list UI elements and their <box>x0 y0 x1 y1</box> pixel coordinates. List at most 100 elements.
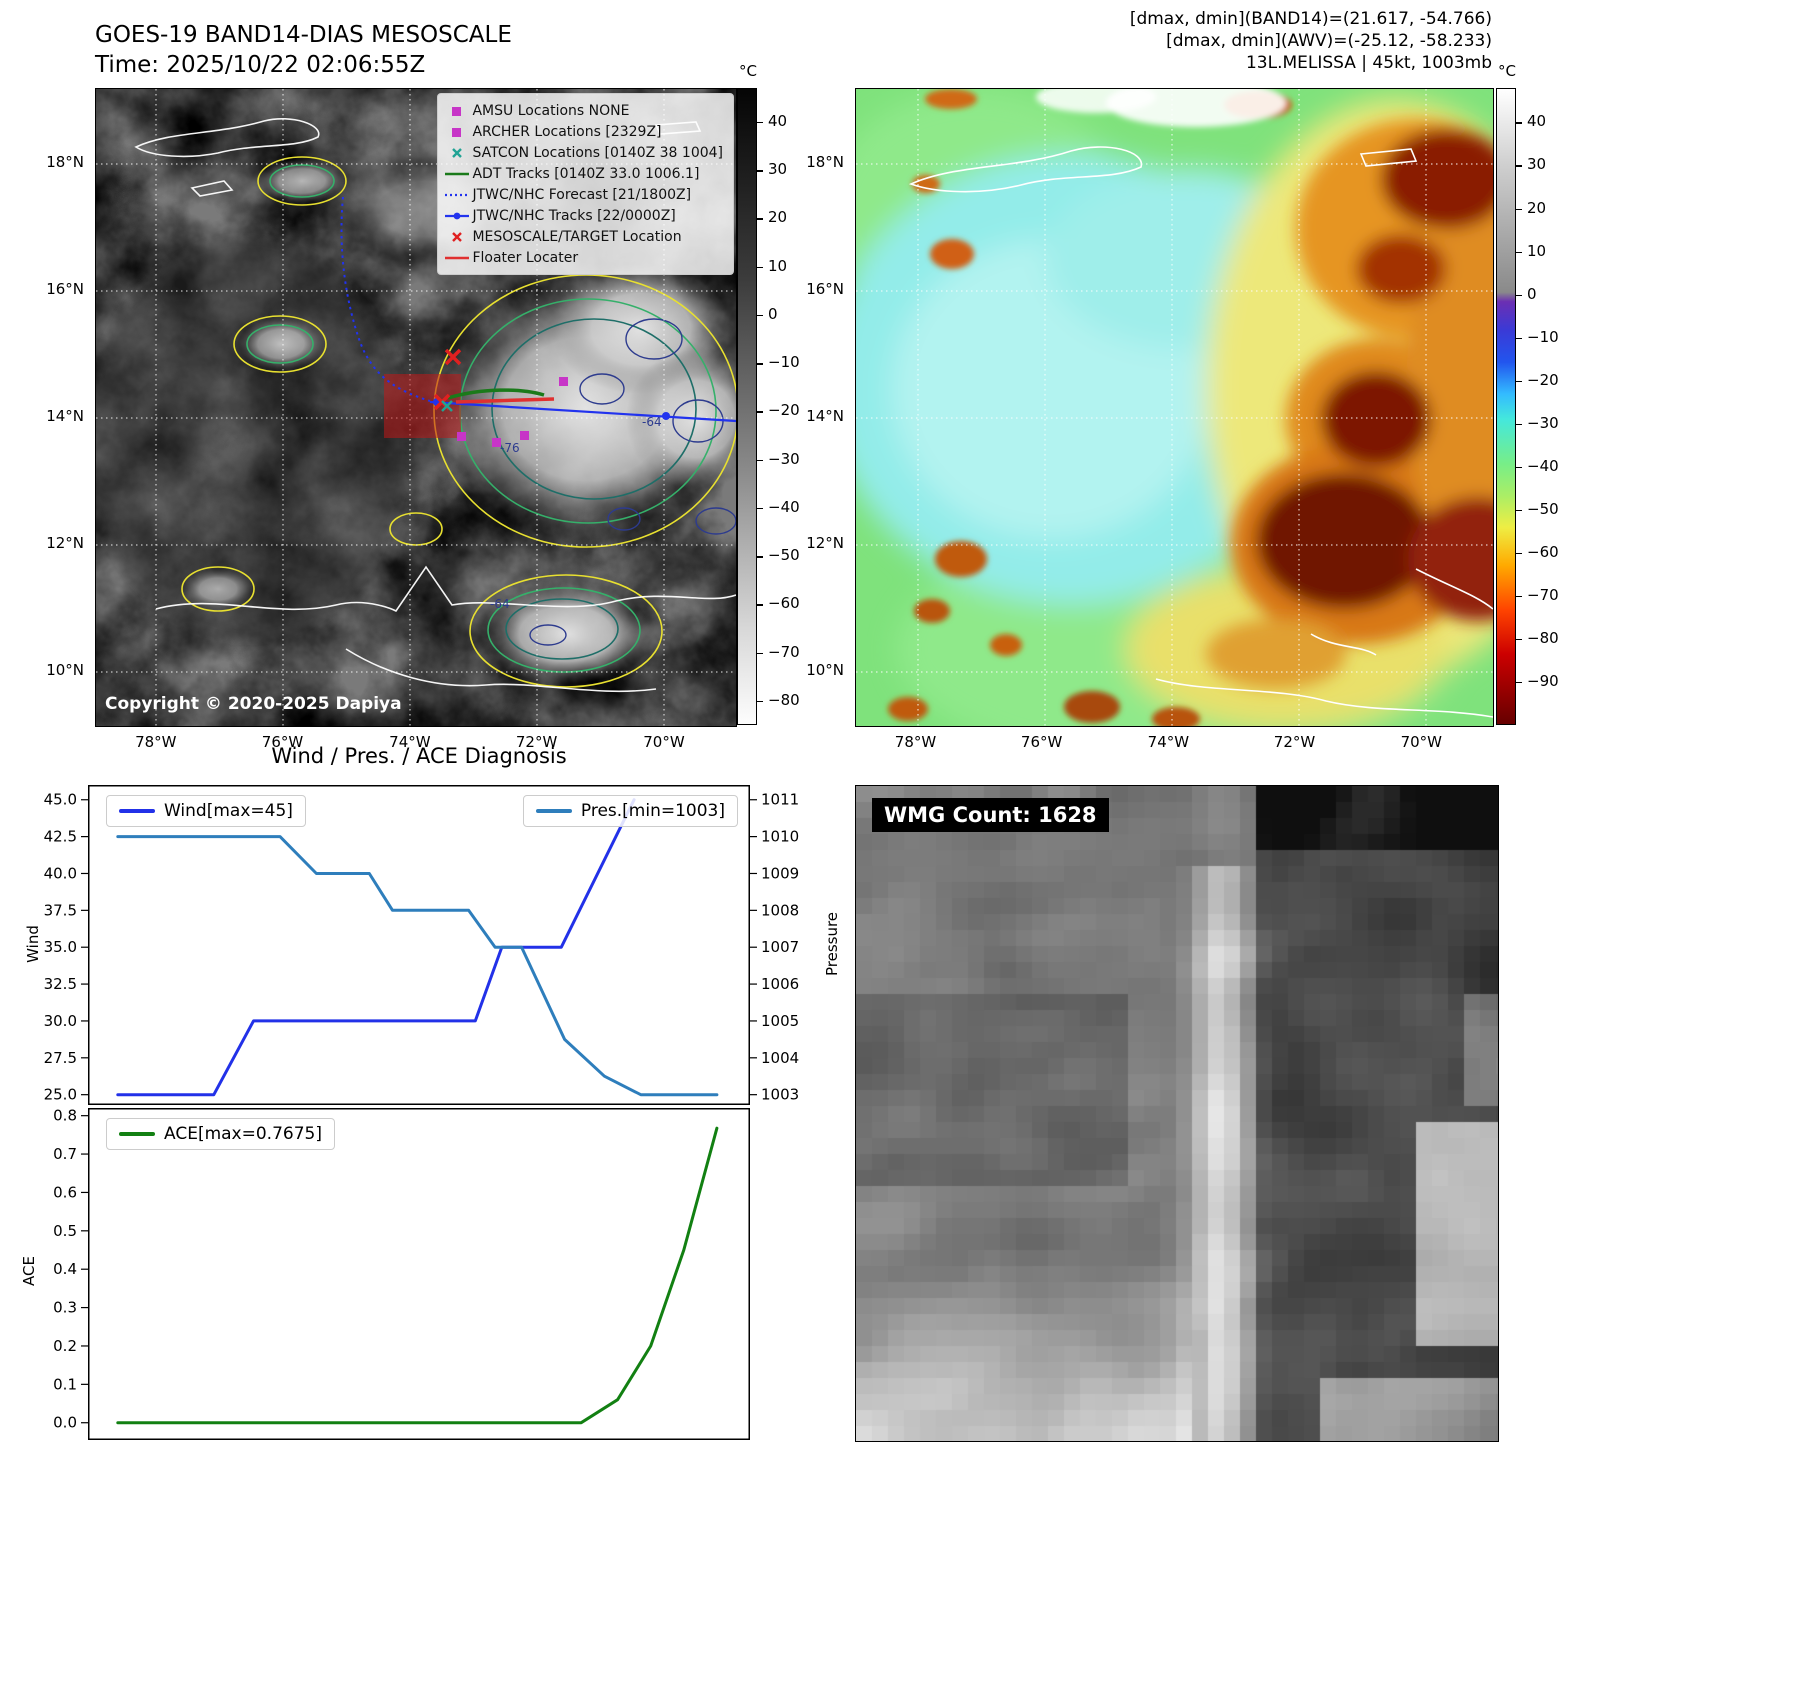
svg-text:30.0: 30.0 <box>44 1012 77 1030</box>
dotted-line-legend-icon <box>442 189 472 201</box>
lon-tick-label: 78°W <box>135 733 177 751</box>
svg-text:0.7: 0.7 <box>53 1145 77 1163</box>
colorbar-unit-label: °C <box>739 62 757 80</box>
svg-text:1005: 1005 <box>761 1012 799 1030</box>
colorbar-tick-label: 40 <box>1527 112 1547 131</box>
awv-color-imagery <box>856 89 1493 726</box>
svg-text:1011: 1011 <box>761 791 799 809</box>
colorbar-tick-label: −10 <box>768 353 800 372</box>
colorbar-tick-label: −70 <box>768 642 800 661</box>
legend-item-label: ADT Tracks [0140Z 33.0 1006.1] <box>472 165 700 182</box>
colorbar-tickmark <box>757 652 763 655</box>
map-legend: AMSU Locations NONE ARCHER Locations [232… <box>437 93 734 275</box>
ace-legend: ACE[max=0.7675] <box>106 1118 335 1150</box>
svg-text:32.5: 32.5 <box>44 975 77 993</box>
legend-item: JTWC/NHC Tracks [22/0000Z] <box>442 205 723 226</box>
colorbar-tick-label: 20 <box>1527 198 1547 217</box>
lat-tick-label: 14°N <box>46 407 84 426</box>
legend-item: Floater Locater <box>442 247 723 268</box>
svg-text:0.1: 0.1 <box>53 1375 77 1393</box>
lon-tick-label: 78°W <box>894 733 937 751</box>
svg-text:1007: 1007 <box>761 938 799 956</box>
lat-tick-label: 10°N <box>46 661 84 680</box>
dmax-dmin-band14: [dmax, dmin](BAND14)=(21.617, -54.766) <box>1129 9 1492 29</box>
map-gridlines <box>856 89 1493 726</box>
colorbar-tick-label: −20 <box>768 401 800 420</box>
floater-locater-line <box>455 397 555 404</box>
colorbar-tick-label: −90 <box>1527 671 1559 690</box>
legend-item-label: JTWC/NHC Forecast [21/1800Z] <box>472 186 692 203</box>
colorbar-tickmark <box>1516 251 1522 254</box>
colorbar-tick-label: 30 <box>1527 155 1547 174</box>
colorbar-tick-label: −30 <box>768 449 800 468</box>
pres-legend-swatch <box>535 809 572 813</box>
colorbar-tickmark <box>1516 509 1522 512</box>
adt-track-line <box>447 388 545 400</box>
svg-text:0.4: 0.4 <box>53 1260 77 1278</box>
colorbar-tickmark <box>1516 337 1522 340</box>
svg-text:0.2: 0.2 <box>53 1337 77 1355</box>
contour-value-label: -64 <box>642 415 662 429</box>
colorbar-tick-label: −60 <box>1527 542 1559 561</box>
colorbar-tickmark <box>1516 681 1522 684</box>
diagnosis-title: Wind / Pres. / ACE Diagnosis <box>271 744 567 768</box>
colorbar-tickmark <box>757 411 763 413</box>
colorbar-tick-label: −50 <box>768 546 800 565</box>
colorbar-tick-label: 0 <box>1527 284 1537 303</box>
jtwc-forecast-line <box>340 196 431 402</box>
colorbar-tickmark <box>757 170 763 172</box>
archer-square-markers <box>457 377 568 447</box>
wmg-count-badge: WMG Count: 1628 <box>872 798 1109 832</box>
x-legend-icon <box>442 231 472 243</box>
wind-legend-swatch <box>119 809 155 813</box>
copyright-text: Copyright © 2020-2025 Dapiya <box>105 694 402 714</box>
lon-tick-label: 74°W <box>389 733 431 751</box>
svg-text:0.0: 0.0 <box>53 1414 77 1432</box>
ace-chart-svg: 0.0 0.1 0.2 0.3 0.4 0.5 0.6 0.7 0.8 <box>53 1107 750 1440</box>
colorbar-tick-label: 10 <box>768 256 788 275</box>
square-legend-icon <box>442 126 472 138</box>
legend-item: JTWC/NHC Forecast [21/1800Z] <box>442 184 723 205</box>
colorbar-tickmark <box>757 121 763 124</box>
colorbar-tick-label: 30 <box>768 160 788 179</box>
svg-text:45.0: 45.0 <box>44 791 77 809</box>
colorbar-tick-label: 40 <box>768 111 788 130</box>
svg-text:0.6: 0.6 <box>53 1183 77 1201</box>
colorbar-tick-label: −40 <box>768 497 800 516</box>
lat-tick-label: 18°N <box>46 153 84 172</box>
awv-lon-axis: 78°W 76°W 74°W 72°W 70°W <box>855 731 1492 755</box>
svg-text:1003: 1003 <box>761 1086 799 1104</box>
lat-tick-label: 10°N <box>806 661 844 680</box>
lon-tick-label: 70°W <box>643 733 685 751</box>
line-legend-icon <box>442 252 472 264</box>
x-legend-icon <box>442 147 472 159</box>
pressure-axis-label: Pressure <box>823 911 842 977</box>
colorbar-tickmark <box>1516 294 1522 297</box>
colorbar-tick-label: −80 <box>1527 628 1559 647</box>
line-dot-legend-icon <box>442 210 472 222</box>
awv-colorbar: °C 40 30 20 10 0 −10 −20 −30 −40 −50 −60 −70 −80 −90 <box>1496 62 1559 725</box>
svg-text:1009: 1009 <box>761 864 799 882</box>
colorbar-tickmark <box>757 459 763 462</box>
legend-item: ARCHER Locations [2329Z] <box>442 121 723 142</box>
ace-axis-label: ACE <box>19 1256 38 1286</box>
square-legend-icon <box>442 105 472 117</box>
lat-tick-label: 12°N <box>806 534 844 553</box>
colorbar-tickmark <box>1516 638 1522 641</box>
svg-text:1008: 1008 <box>761 901 799 919</box>
colorbar-tick-label: −70 <box>1527 585 1559 604</box>
colorbar-tick-label: −50 <box>1527 499 1559 518</box>
colorbar-tick-label: 20 <box>768 208 788 227</box>
legend-item-label: SATCON Locations [0140Z 38 1004] <box>472 144 723 161</box>
legend-item-label: MESOSCALE/TARGET Location <box>472 228 682 245</box>
legend-item-label: ARCHER Locations [2329Z] <box>472 123 662 140</box>
colorbar-tickmark <box>757 700 763 703</box>
colorbar-tick-label: −40 <box>1527 456 1559 475</box>
svg-text:40.0: 40.0 <box>44 864 77 882</box>
band14-time-subtitle: Time: 2025/10/22 02:06:55Z <box>95 52 426 78</box>
colorbar-tick-label: −20 <box>1527 370 1559 389</box>
colorbar-gradient <box>737 88 757 725</box>
track-point <box>662 412 670 420</box>
svg-text:0.5: 0.5 <box>53 1222 77 1240</box>
lat-tick-label: 14°N <box>806 407 844 426</box>
